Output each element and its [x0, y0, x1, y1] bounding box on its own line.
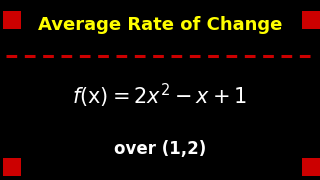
Bar [3, 158, 21, 176]
Text: over (1,2): over (1,2) [114, 140, 206, 158]
Bar [302, 158, 320, 176]
Text: Average Rate of Change: Average Rate of Change [38, 16, 282, 34]
Bar [302, 11, 320, 29]
Bar [3, 11, 21, 29]
Text: $f(\mathrm{x}) = 2x^2 - x + 1$: $f(\mathrm{x}) = 2x^2 - x + 1$ [72, 81, 248, 109]
